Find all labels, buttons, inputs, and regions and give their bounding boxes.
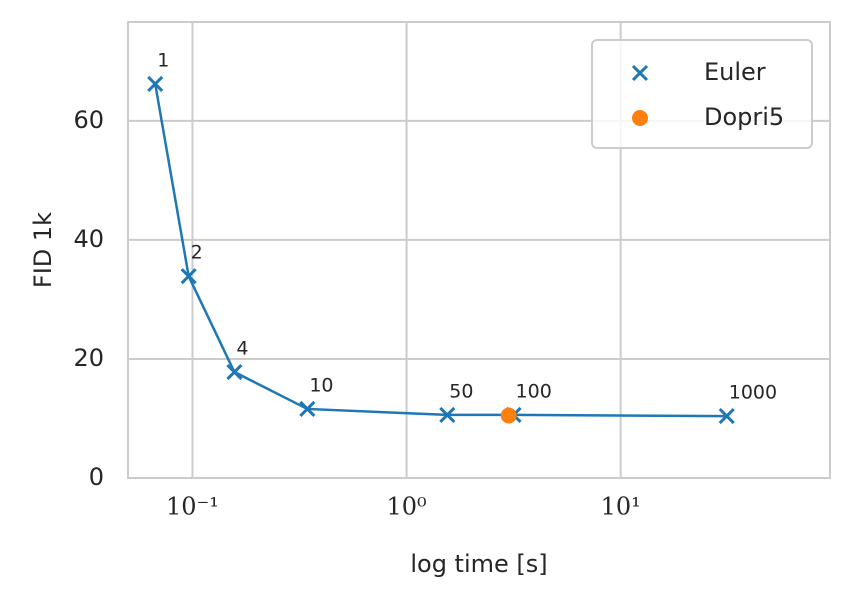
y-tick-label: 40 [73,225,104,253]
point-annotation: 2 [191,242,203,264]
point-annotation: 50 [449,380,473,402]
y-tick-label: 20 [73,344,104,372]
legend-label: Dopri5 [704,103,784,131]
legend-box [591,39,813,149]
marker [718,408,735,425]
point-annotation: 10 [309,374,333,396]
point-annotation: 4 [236,338,248,360]
y-tick-label: 60 [73,106,104,134]
legend: Euler Dopri5 [591,39,813,149]
marker [631,64,649,82]
point-annotation: 100 [516,380,552,402]
x-axis-label: log time [s] [410,550,547,578]
x-tick-label: 10⁰ [386,493,426,521]
point-annotation: 1 [157,49,169,71]
marker [226,363,243,381]
legend-marker [632,110,648,126]
x-tick-label: 10¹ [601,493,641,521]
marker [147,75,164,92]
marker [180,268,197,285]
plot-frame [127,21,831,479]
legend-label: Euler [704,58,766,86]
x-tick-label: 10⁻¹ [166,493,219,521]
point-annotation: 1000 [729,382,777,404]
y-tick-label: 0 [89,463,104,491]
marker [500,407,517,424]
marker [299,400,316,418]
y-axis-label: FID 1k [29,212,57,288]
marker [439,406,456,423]
